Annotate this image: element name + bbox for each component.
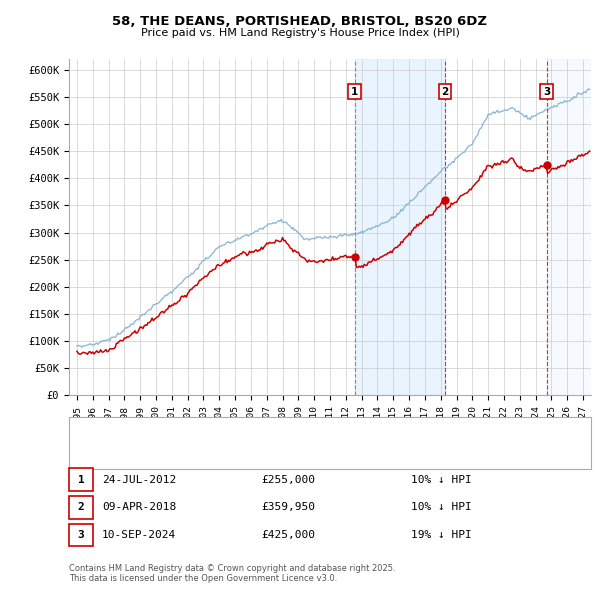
Text: 09-APR-2018: 09-APR-2018 (102, 503, 176, 512)
Text: Contains HM Land Registry data © Crown copyright and database right 2025.
This d: Contains HM Land Registry data © Crown c… (69, 563, 395, 583)
Text: 1: 1 (351, 87, 358, 97)
Text: HPI: Average price, detached house, North Somerset: HPI: Average price, detached house, Nort… (107, 451, 382, 461)
Text: 19% ↓ HPI: 19% ↓ HPI (411, 530, 472, 540)
Text: 3: 3 (543, 87, 550, 97)
Text: 2: 2 (77, 503, 85, 512)
Text: 2: 2 (442, 87, 449, 97)
Text: £359,950: £359,950 (261, 503, 315, 512)
Text: 10% ↓ HPI: 10% ↓ HPI (411, 475, 472, 484)
Text: £425,000: £425,000 (261, 530, 315, 540)
Text: 1: 1 (77, 475, 85, 484)
Text: 58, THE DEANS, PORTISHEAD, BRISTOL, BS20 6DZ (detached house): 58, THE DEANS, PORTISHEAD, BRISTOL, BS20… (107, 427, 463, 437)
Bar (547, 59, 591, 395)
Text: 58, THE DEANS, PORTISHEAD, BRISTOL, BS20 6DZ: 58, THE DEANS, PORTISHEAD, BRISTOL, BS20… (113, 15, 487, 28)
Text: 3: 3 (77, 530, 85, 540)
Text: —: — (80, 448, 95, 464)
Text: £255,000: £255,000 (261, 475, 315, 484)
Bar (355, 59, 445, 395)
Text: 24-JUL-2012: 24-JUL-2012 (102, 475, 176, 484)
Text: 10% ↓ HPI: 10% ↓ HPI (411, 503, 472, 512)
Text: 10-SEP-2024: 10-SEP-2024 (102, 530, 176, 540)
Text: Price paid vs. HM Land Registry's House Price Index (HPI): Price paid vs. HM Land Registry's House … (140, 28, 460, 38)
Bar (547, 59, 591, 395)
Text: —: — (80, 424, 95, 439)
